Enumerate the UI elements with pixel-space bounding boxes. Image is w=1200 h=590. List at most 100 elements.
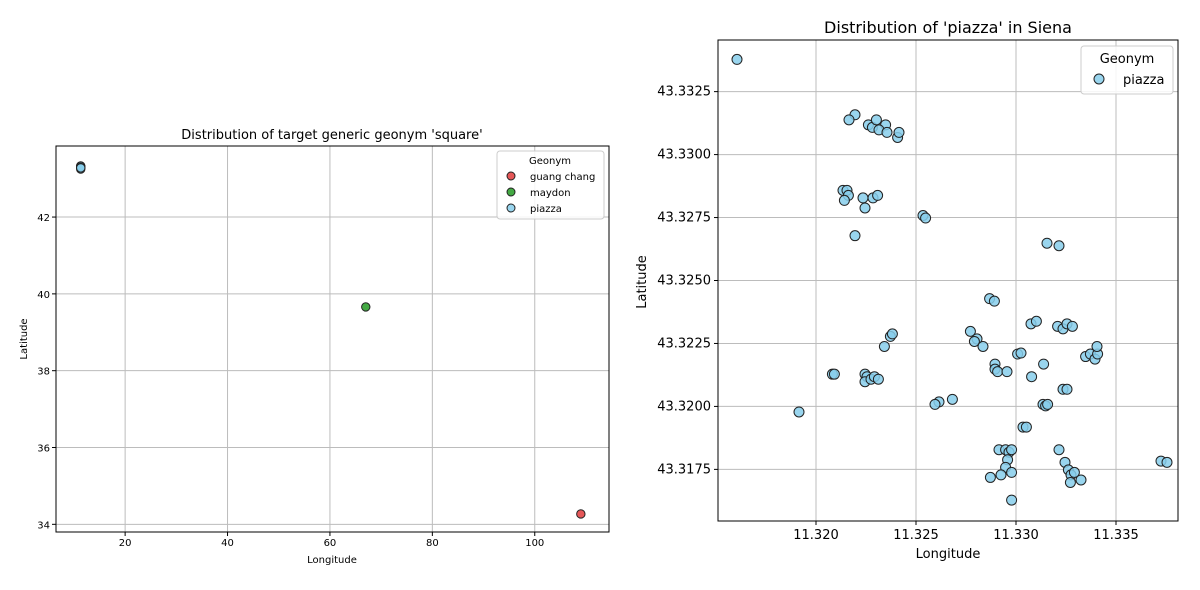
left-legend: Geonym guang chang maydon piazza xyxy=(496,150,605,220)
left-points xyxy=(75,161,586,519)
left-x-tick-label: 80 xyxy=(426,538,439,549)
left-x-axis-label: Longitude xyxy=(307,555,357,566)
right-x-tick-label: 11.330 xyxy=(993,528,1039,543)
right-y-tick-label: 43.3250 xyxy=(657,274,711,289)
left-y-tick-label: 34 xyxy=(37,520,50,531)
right-x-tick-label: 11.325 xyxy=(893,528,939,543)
right-point-piazza xyxy=(1075,474,1087,486)
right-point-piazza xyxy=(1091,340,1103,352)
right-point-piazza xyxy=(857,192,869,204)
right-point-piazza xyxy=(1061,383,1073,395)
left-plot-frame xyxy=(55,145,610,533)
right-point-piazza xyxy=(1006,444,1018,456)
left-legend-marker-piazza xyxy=(506,203,516,213)
right-point-piazza xyxy=(992,366,1004,378)
right-point-piazza xyxy=(995,469,1007,481)
left-point-guang-chang xyxy=(576,509,586,519)
left-chart-title: Distribution of target generic geonym 's… xyxy=(181,128,482,143)
right-point-piazza xyxy=(929,398,941,410)
left-x-tick-label: 60 xyxy=(324,538,337,549)
left-x-tick-label: 40 xyxy=(221,538,234,549)
right-point-piazza xyxy=(893,126,905,138)
right-point-piazza xyxy=(843,114,855,126)
right-point-piazza xyxy=(1066,320,1078,332)
left-y-tick-label: 40 xyxy=(37,290,50,301)
chart-left: Distribution of target generic geonym 's… xyxy=(19,128,610,566)
right-point-piazza xyxy=(1053,240,1065,252)
right-y-tick-label: 43.3325 xyxy=(657,85,711,100)
right-point-piazza xyxy=(872,189,884,201)
right-x-tick-label: 11.335 xyxy=(1093,528,1139,543)
right-point-piazza xyxy=(1068,466,1080,478)
right-point-piazza xyxy=(1020,421,1032,433)
left-legend-title: Geonym xyxy=(529,156,571,167)
right-y-axis-label: Latitude xyxy=(635,255,650,309)
left-legend-label-maydon: maydon xyxy=(530,188,571,199)
left-x-tick-label: 20 xyxy=(119,538,132,549)
right-grid xyxy=(718,40,1178,521)
right-point-piazza xyxy=(977,340,989,352)
left-legend-label-guang-chang: guang chang xyxy=(530,172,595,183)
right-point-piazza xyxy=(849,230,861,242)
left-y-tick-label: 36 xyxy=(37,444,50,455)
right-point-piazza xyxy=(878,340,890,352)
right-point-piazza xyxy=(1006,494,1018,506)
right-point-piazza xyxy=(1042,398,1054,410)
right-y-tick-label: 43.3200 xyxy=(657,399,711,414)
right-point-piazza xyxy=(872,373,884,385)
right-point-piazza xyxy=(1001,366,1013,378)
right-y-tick-label: 43.3225 xyxy=(657,336,711,351)
right-point-piazza xyxy=(870,114,882,126)
right-legend-label-piazza: piazza xyxy=(1123,73,1164,88)
right-point-piazza xyxy=(1161,456,1173,468)
right-point-piazza xyxy=(968,335,980,347)
right-point-piazza xyxy=(946,393,958,405)
right-legend: Geonym piazza xyxy=(1080,45,1174,95)
right-point-piazza xyxy=(1038,358,1050,370)
right-legend-box xyxy=(1080,45,1174,95)
chart-right: Distribution of 'piazza' in Siena 11.320… xyxy=(635,18,1179,562)
right-point-piazza xyxy=(881,126,893,138)
right-x-axis-label: Longitude xyxy=(916,547,981,562)
right-x-tick-label: 11.320 xyxy=(793,528,839,543)
right-point-piazza xyxy=(1030,315,1042,327)
left-x-tick-label: 100 xyxy=(525,538,544,549)
left-x-ticks: 20 40 60 80 100 xyxy=(119,532,544,549)
right-point-piazza xyxy=(859,202,871,214)
right-y-tick-label: 43.3275 xyxy=(657,211,711,226)
right-point-piazza xyxy=(828,368,840,380)
right-y-tick-label: 43.3175 xyxy=(657,462,711,477)
right-y-ticks: 43.3175 43.3200 43.3225 43.3250 43.3275 43.33… xyxy=(657,85,718,477)
right-point-piazza xyxy=(964,325,976,337)
right-chart-title: Distribution of 'piazza' in Siena xyxy=(824,18,1072,37)
right-point-piazza xyxy=(984,471,996,483)
left-y-tick-label: 42 xyxy=(37,213,50,224)
right-point-piazza xyxy=(886,328,898,340)
left-y-axis-label: Latitude xyxy=(19,318,30,359)
right-legend-marker-piazza xyxy=(1093,73,1105,85)
right-y-tick-label: 43.3300 xyxy=(657,148,711,163)
right-point-piazza xyxy=(988,295,1000,307)
left-legend-box xyxy=(496,150,605,220)
right-point-piazza xyxy=(1015,347,1027,359)
left-point-maydon xyxy=(361,302,371,312)
left-legend-marker-maydon xyxy=(506,187,516,197)
right-points xyxy=(731,53,1173,506)
right-legend-title: Geonym xyxy=(1100,52,1155,67)
right-x-ticks: 11.320 11.325 11.330 11.335 xyxy=(793,521,1139,543)
right-point-piazza xyxy=(1053,444,1065,456)
right-point-piazza xyxy=(1041,237,1053,249)
left-y-ticks: 34 36 38 40 42 xyxy=(37,213,56,531)
left-legend-label-piazza: piazza xyxy=(530,204,562,215)
right-point-piazza xyxy=(1064,476,1076,488)
right-point-piazza xyxy=(1026,371,1038,383)
left-legend-marker-guang-chang xyxy=(506,171,516,181)
right-point-piazza xyxy=(1006,466,1018,478)
right-point-piazza xyxy=(793,406,805,418)
right-point-piazza xyxy=(731,53,743,65)
left-point-piazza xyxy=(76,163,86,173)
left-y-tick-label: 38 xyxy=(37,367,50,378)
right-point-piazza xyxy=(920,212,932,224)
